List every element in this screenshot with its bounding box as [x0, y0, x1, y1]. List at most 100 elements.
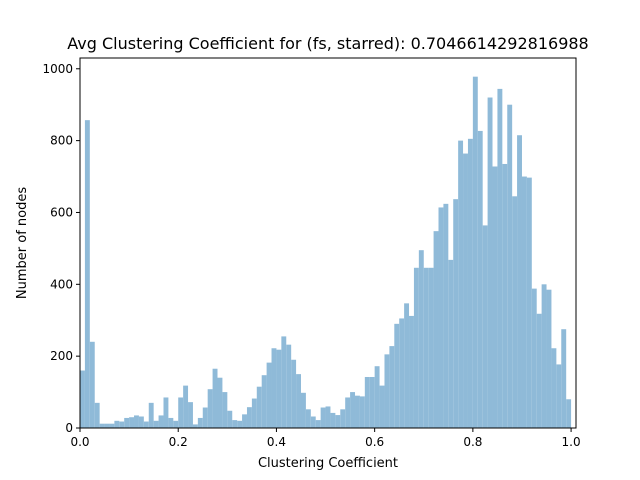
histogram-bar	[482, 225, 488, 428]
histogram-bar	[173, 420, 179, 428]
histogram-bar	[541, 284, 547, 428]
histogram-bar	[99, 423, 105, 428]
histogram-bar	[109, 423, 115, 428]
x-ticks-group: 0.0 0.2 0.4 0.6 0.8 1.0	[70, 428, 581, 449]
y-tick-label: 600	[50, 205, 73, 219]
histogram-bar	[242, 414, 247, 428]
histogram-bar	[104, 423, 110, 428]
y-tick-label: 400	[50, 277, 73, 291]
x-tick-label: 0.8	[463, 435, 482, 449]
histogram-bar	[448, 259, 454, 428]
x-tick-label: 0.0	[70, 435, 89, 449]
histogram-bar	[310, 416, 316, 428]
y-ticks-group: 0 200 400 600 800 1000	[42, 62, 80, 435]
x-tick-label: 1.0	[562, 435, 581, 449]
histogram-bar	[286, 344, 292, 428]
histogram-bar	[443, 203, 449, 428]
x-tick-label: 0.2	[169, 435, 188, 449]
histogram-bar	[477, 130, 483, 429]
histogram-bar	[418, 250, 424, 428]
histogram-bar	[546, 289, 552, 428]
histogram-bar	[261, 375, 267, 428]
histogram-bar	[256, 386, 262, 428]
histogram-bar	[325, 406, 331, 428]
histogram-bar	[300, 392, 306, 428]
bars-group	[80, 76, 572, 429]
histogram-bar	[84, 120, 90, 429]
histogram-bar	[305, 409, 311, 428]
histogram-bar	[340, 409, 346, 428]
histogram-bar	[94, 402, 100, 428]
histogram-bar	[497, 88, 503, 428]
histogram-bar	[531, 288, 537, 428]
histogram-bar	[138, 416, 144, 428]
y-tick-label: 0	[65, 421, 73, 435]
histogram-bar	[438, 207, 444, 428]
histogram-bar	[404, 303, 410, 428]
histogram-bar	[521, 176, 527, 428]
histogram-bar	[188, 402, 193, 428]
histogram-bar	[335, 415, 341, 428]
histogram-bar	[315, 420, 321, 428]
histogram-bar	[359, 396, 365, 428]
histogram-bar	[561, 329, 567, 428]
histogram-bar	[237, 420, 243, 428]
plot-frame	[79, 57, 577, 429]
histogram-bar	[369, 376, 375, 428]
histogram-bar	[217, 377, 223, 428]
histogram-bar	[153, 420, 159, 428]
histogram-bar	[207, 389, 213, 428]
y-tick-label: 800	[50, 134, 73, 148]
histogram-bar	[192, 424, 198, 428]
histogram-bar	[202, 407, 208, 428]
histogram-bar	[384, 354, 390, 428]
histogram-bar	[566, 399, 572, 428]
histogram-bar	[389, 346, 395, 428]
histogram-bar	[212, 368, 218, 428]
histogram-bar	[399, 318, 405, 428]
histogram-bar	[222, 392, 228, 428]
histogram-bar	[158, 415, 164, 428]
histogram-bar	[433, 231, 439, 428]
histogram-bar	[320, 407, 326, 428]
histogram-bar	[394, 323, 400, 428]
histogram-bar	[551, 348, 557, 428]
y-tick-label: 1000	[42, 62, 73, 76]
y-axis-label: Number of nodes	[15, 187, 30, 299]
histogram-bar	[453, 199, 459, 428]
histogram-bar	[129, 417, 135, 428]
histogram-bar	[80, 370, 85, 428]
histogram-bar	[379, 385, 385, 428]
histogram-bar	[148, 402, 154, 428]
histogram-bar	[507, 104, 513, 428]
histogram-bar	[281, 336, 287, 428]
histogram-bar	[512, 196, 518, 428]
histogram-bar	[271, 348, 277, 428]
histogram-bar	[536, 313, 542, 428]
histogram-bar	[246, 407, 252, 428]
histogram-bar	[526, 177, 532, 428]
histogram-bar	[330, 412, 336, 428]
histogram-bar	[291, 359, 297, 428]
histogram-bar	[423, 267, 429, 428]
histogram-bar	[124, 417, 130, 428]
histogram-bar	[428, 267, 434, 428]
y-tick-label: 200	[50, 349, 73, 363]
histogram-bar	[163, 397, 169, 428]
histogram-bar	[364, 376, 370, 428]
x-axis-label: Clustering Coefficient	[258, 456, 398, 471]
histogram-bar	[409, 315, 414, 428]
histogram-bar	[472, 76, 478, 429]
x-tick-label: 0.6	[365, 435, 384, 449]
histogram-bar	[183, 385, 189, 428]
histogram-bar	[492, 166, 498, 429]
histogram-bar	[487, 97, 493, 428]
histogram-bar	[374, 366, 380, 428]
histogram-bar	[178, 397, 184, 428]
histogram-bar	[517, 135, 522, 429]
histogram-bar	[114, 420, 120, 428]
histogram-bar	[89, 341, 95, 428]
histogram-bar	[119, 421, 125, 428]
x-tick-label: 0.4	[267, 435, 286, 449]
